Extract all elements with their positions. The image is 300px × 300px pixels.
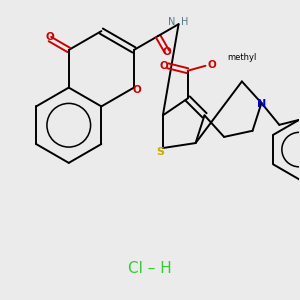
- Text: N: N: [257, 99, 266, 109]
- Text: O: O: [207, 60, 216, 70]
- Text: N: N: [168, 17, 175, 27]
- Text: methyl: methyl: [227, 53, 257, 62]
- Text: O: O: [163, 47, 171, 58]
- Text: O: O: [160, 61, 168, 71]
- Text: O: O: [133, 85, 141, 94]
- Text: Cl – H: Cl – H: [128, 261, 172, 276]
- Text: O: O: [46, 32, 54, 42]
- Text: H: H: [181, 17, 188, 27]
- Text: S: S: [156, 147, 164, 157]
